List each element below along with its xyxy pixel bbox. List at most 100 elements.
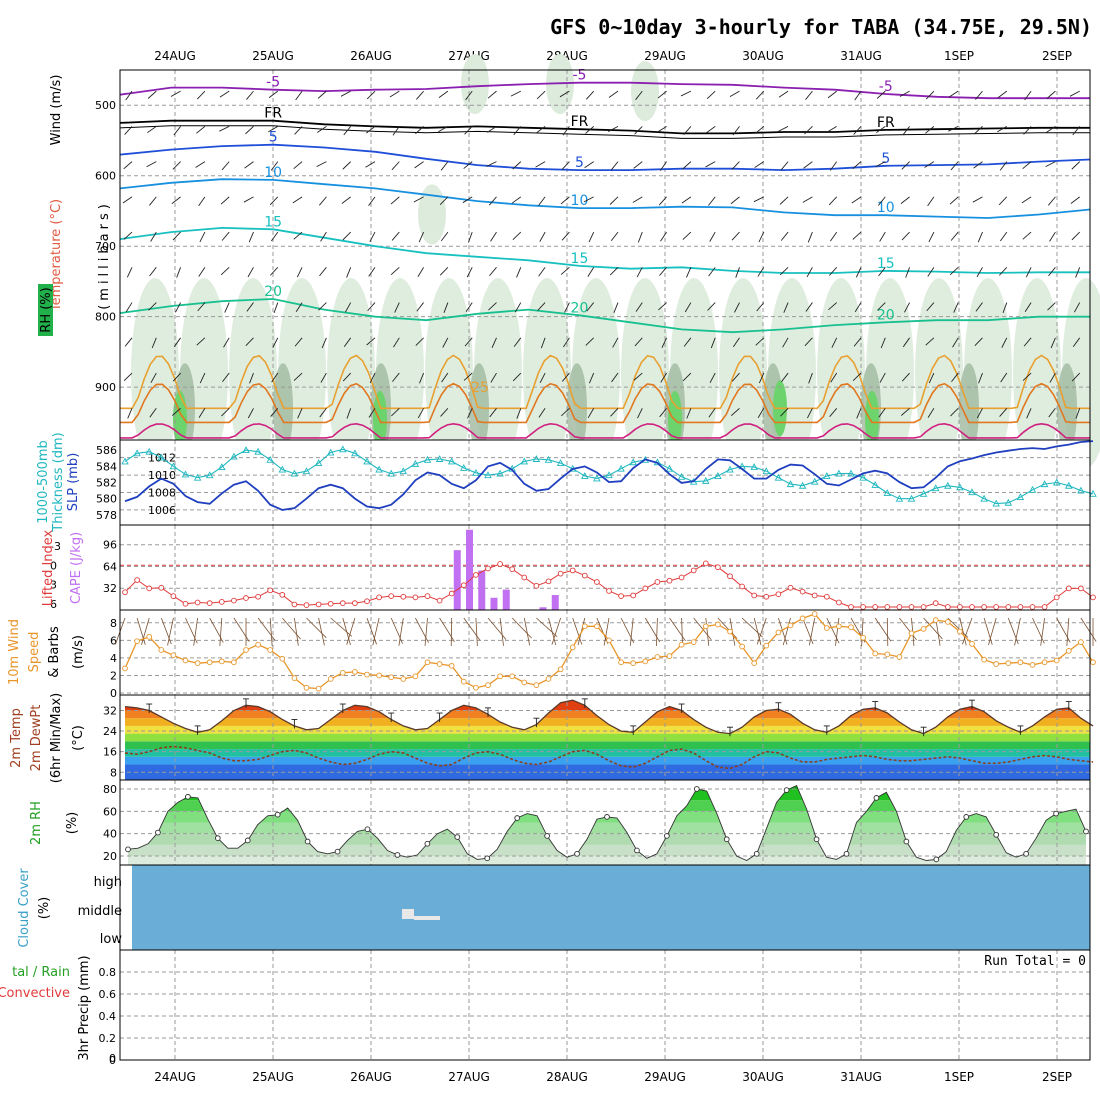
bottom-date-label: 28AUG [546,1070,588,1084]
wind-barb [193,617,198,646]
wind-barb [123,231,133,240]
wind-barb [608,90,619,98]
wind-barb [123,161,133,170]
wind-barb [899,90,910,97]
cape-tick: 32 [103,582,117,595]
wind-barb [587,408,595,419]
wind-speed-marker [787,622,794,629]
thickness-marker [1040,480,1049,488]
wind-barb [1080,617,1097,642]
wind-barb [874,617,892,642]
wind-barb [394,302,400,313]
run-total: Run Total = 0 [984,954,1086,969]
lifted-index-marker [920,604,927,610]
lifted-index-marker [823,593,830,600]
lifted-index-marker [618,593,624,599]
wind-speed-marker [231,659,237,666]
thickness-marker [931,484,940,492]
wind-barb [516,267,522,278]
lifted-index-marker [436,597,443,604]
wind-barb [659,267,667,276]
wind-barb [272,337,279,348]
wind-barb [802,617,814,645]
rh2m-marker [514,815,521,821]
lifted-index-marker [460,582,467,589]
wind-barb [195,161,206,168]
lifted-index-marker [594,579,600,585]
wind-barb [877,302,886,311]
wind-barb [439,267,449,276]
lifted-index-marker [170,593,177,599]
wind-barb [463,372,473,381]
lifted-index-marker [751,592,758,599]
wind-barb [681,196,692,204]
lifted-index-marker [860,604,866,610]
wind-barb [512,372,522,382]
wind-barb [514,302,522,313]
wind-barb [974,126,983,135]
wind-barb [317,90,327,99]
wind-barb [465,302,473,312]
wind-speed-marker [1017,659,1024,666]
wind-speed-marker [606,637,612,644]
wind-barb [953,302,959,313]
lifted-index-marker [448,590,455,597]
wind-barb [997,90,1008,99]
wind-barb [754,161,765,168]
isotherm-line [119,298,1090,334]
wind-barb [1048,408,1056,418]
thickness-marker [181,470,190,478]
wind-barb [835,617,840,646]
wind-speed-marker [654,654,661,660]
thickness-marker [992,499,1000,507]
rh2m-marker [604,814,610,820]
wind-barb [487,617,507,640]
wind-barb [293,372,303,381]
lifted-index-marker [327,600,334,607]
thickness-marker [496,469,504,477]
lifted-index-marker [376,594,382,601]
wind-barb [803,161,813,169]
lifted-index-marker [944,604,951,610]
wind-barb [950,407,959,417]
lifted-index-marker [715,564,721,571]
wind-barb [443,302,449,314]
rh-shading-region [523,278,571,469]
wind-barb [976,408,983,419]
wind-barb [1049,372,1056,383]
wind-speed-marker [932,617,939,623]
slp-label: SLP (mb) [66,453,81,512]
wind-barb [709,372,716,383]
rh2m-marker [544,833,550,839]
wind-barb [735,267,740,278]
wind-speed-marker [715,621,721,628]
wind-barb [269,617,273,646]
cloud-high-label: high [94,875,122,890]
wind-barb [804,126,813,135]
wind-barb [708,408,716,418]
temp2m-label-3: (6hr Min/Max) [49,693,64,783]
wind-barb [878,196,886,206]
wind-barb [464,337,473,347]
thickness-marker [605,471,613,479]
wind-barb [610,231,619,242]
wind-barb [923,617,943,640]
thickness-marker [435,455,444,462]
tick-label: 80 [103,783,117,796]
wind-barb [393,337,400,348]
wind-barb [983,617,993,645]
wind-barb [442,337,449,348]
rh2m-marker [454,834,461,840]
wind-barb [611,372,619,383]
lifted-index-marker [690,567,697,574]
wind-barb [391,161,400,171]
wind-barb [536,90,546,100]
lifted-index-marker [799,588,806,595]
wind-barb [536,126,546,134]
wind-speed-marker [521,679,528,686]
wind-barb [273,302,279,314]
wind-barb [147,126,157,134]
cape-bar [551,595,559,610]
thickness-marker [544,455,553,463]
isotherm-label: 25 [471,380,489,396]
